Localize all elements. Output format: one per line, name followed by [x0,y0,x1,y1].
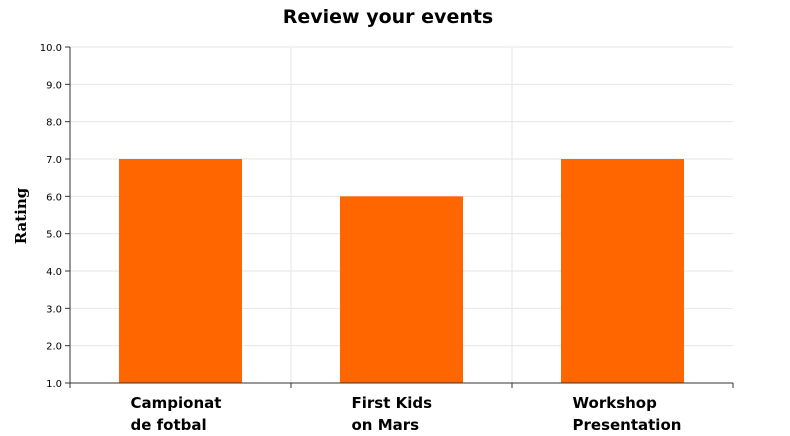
x-category-labels: Campionat de fotbal First Kids on Mars Works… [131,394,682,434]
y-tick-labels: 1.0 2.0 3.0 4.0 5.0 6.0 7.0 8.0 9.0 10.0 [40,43,62,390]
bar [561,159,684,383]
y-tick-label: 9.0 [46,80,62,91]
y-tick-label: 8.0 [46,118,62,129]
axes [65,46,734,388]
bars [119,159,684,383]
y-tick-label: 7.0 [46,155,62,166]
y-tick-label: 4.0 [46,267,62,278]
y-tick-label: 10.0 [40,43,62,54]
x-category-label: First Kids [352,394,433,412]
x-category-label: on Mars [352,416,420,434]
y-tick-label: 3.0 [46,304,62,315]
x-category-label: Campionat [131,394,222,412]
bar [119,159,242,383]
x-category-label: de fotbal [131,416,207,434]
x-category-label: Presentation [573,416,682,434]
y-axis-title: Rating [12,187,30,244]
bar [340,196,463,383]
y-tick-label: 5.0 [46,230,62,241]
x-category-label: Workshop [573,394,658,412]
y-tick-label: 2.0 [46,342,62,353]
y-tick-label: 6.0 [46,192,62,203]
y-tick-label: 1.0 [46,379,62,390]
chart-title: Review your events [282,6,494,28]
